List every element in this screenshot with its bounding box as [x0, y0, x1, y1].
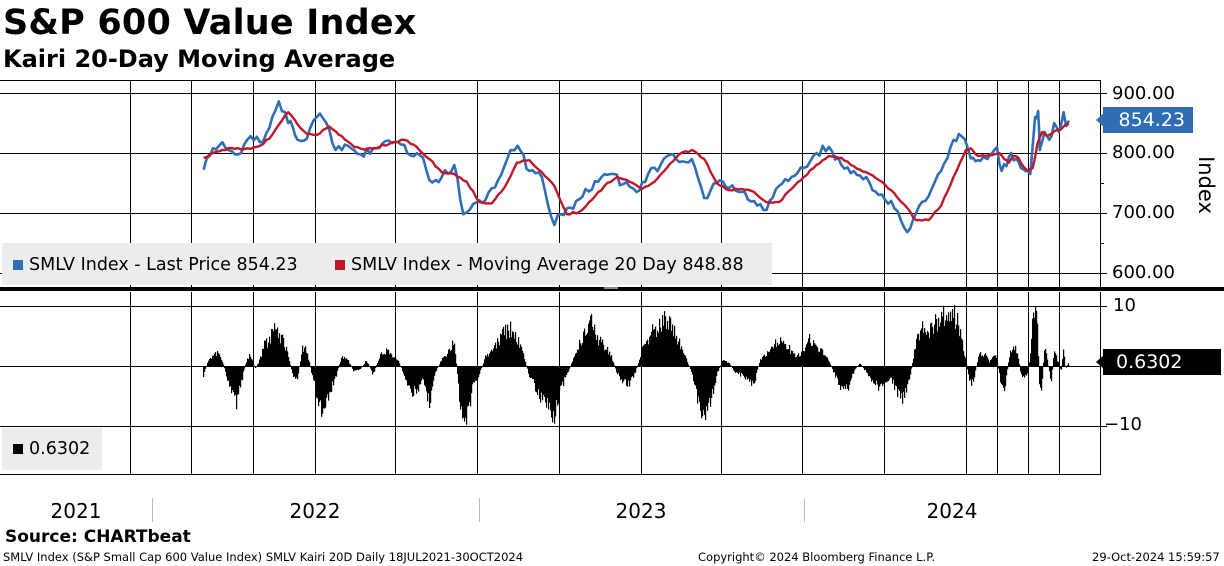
chart-subtitle: Kairi 20-Day Moving Average — [3, 45, 396, 73]
last-kairi-tag-pointer — [1096, 355, 1104, 369]
legend-item-price: SMLV Index - Last Price 854.23 — [13, 254, 298, 276]
price-axis-title-text: Index — [1194, 156, 1218, 214]
last-price-tag-pointer — [1096, 113, 1104, 127]
price-ytick-label: 600.00 — [1112, 262, 1175, 283]
footer-copyright: Copyright© 2024 Bloomberg Finance L.P. — [698, 550, 935, 564]
chart-frame — [0, 80, 1224, 522]
last-kairi-tag: 0.6302 — [1103, 349, 1221, 375]
panel-divider-grip — [604, 287, 618, 289]
chart-title: S&P 600 Value Index — [3, 3, 417, 43]
legend-label-kairi: 0.6302 — [29, 439, 91, 459]
footer-timestamp: 29-Oct-2024 15:59:57 — [1092, 550, 1220, 564]
legend-label-price: SMLV Index - Last Price 854.23 — [29, 255, 298, 275]
price-ytick-label: 700.00 — [1112, 202, 1175, 223]
last-price-tag: 854.23 — [1103, 107, 1193, 133]
kairi-bars — [203, 305, 1070, 425]
legend-swatch-kairi — [13, 444, 23, 454]
kairi-ytick-label: 10 — [1113, 295, 1136, 316]
price-axis-title: Index — [1186, 150, 1224, 220]
price-ytick-label: 800.00 — [1112, 142, 1175, 163]
price-ytick-label: 900.00 — [1112, 83, 1175, 104]
x-axis-year-label: 2022 — [289, 499, 341, 523]
x-axis-year-label: 2021 — [50, 499, 102, 523]
price-series-line — [202, 100, 1070, 234]
price-panel-series — [202, 100, 1070, 234]
price-legend: SMLV Index - Last Price 854.23 SMLV Inde… — [2, 243, 772, 285]
legend-item-moving-average: SMLV Index - Moving Average 20 Day 848.8… — [335, 254, 744, 276]
kairi-ytick-label: −10 — [1104, 414, 1142, 435]
last-kairi-value: 0.6302 — [1116, 351, 1183, 373]
footer-description: SMLV Index (S&P Small Cap 600 Value Inde… — [3, 550, 524, 564]
legend-item-kairi: 0.6302 — [13, 438, 90, 460]
source-note: Source: CHARTbeat — [5, 527, 191, 547]
legend-swatch-moving-average — [335, 260, 345, 270]
kairi-legend: 0.6302 — [2, 428, 102, 470]
x-axis-year-label: 2024 — [926, 499, 978, 523]
last-price-value: 854.23 — [1118, 109, 1185, 131]
x-axis-year-label: 2023 — [615, 499, 667, 523]
legend-label-moving-average: SMLV Index - Moving Average 20 Day 848.8… — [351, 255, 744, 275]
legend-swatch-price — [13, 260, 23, 270]
moving-average-line — [203, 111, 1070, 222]
